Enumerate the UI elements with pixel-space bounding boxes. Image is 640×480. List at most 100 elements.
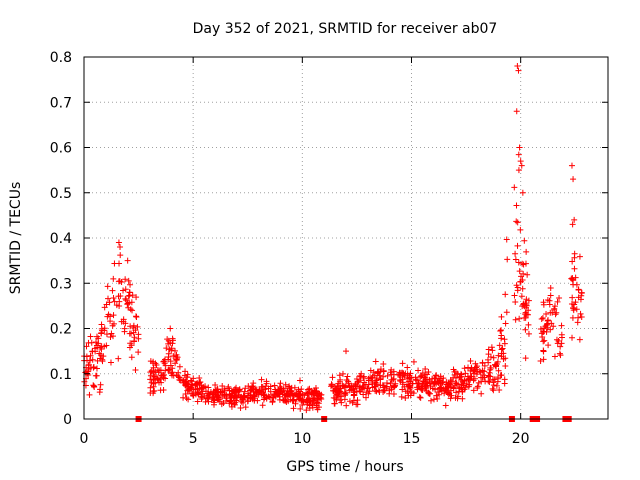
- data-point: [85, 362, 92, 369]
- data-point: [210, 399, 217, 406]
- data-point: [286, 385, 293, 392]
- data-point: [497, 327, 504, 334]
- data-point: [486, 379, 493, 386]
- data-point: [513, 282, 520, 289]
- data-point: [513, 218, 520, 225]
- data-point: [342, 382, 349, 389]
- data-point: [543, 322, 550, 329]
- data-point: [525, 321, 532, 328]
- data-point: [157, 376, 164, 383]
- data-point: [522, 355, 529, 362]
- data-point: [167, 325, 174, 332]
- data-point: [92, 345, 99, 352]
- data-point: [568, 301, 575, 308]
- data-point: [242, 385, 249, 392]
- data-point: [259, 402, 266, 409]
- data-point: [202, 398, 209, 405]
- data-point: [314, 391, 321, 398]
- data-point: [233, 388, 240, 395]
- data-point: [292, 400, 299, 407]
- chart-title: Day 352 of 2021, SRMTID for receiver ab0…: [193, 21, 498, 37]
- data-point: [552, 311, 559, 318]
- data-point: [309, 402, 316, 409]
- data-point: [128, 354, 135, 361]
- data-point: [276, 396, 283, 403]
- data-point: [267, 394, 274, 401]
- data-point: [574, 319, 581, 326]
- data-point: [346, 387, 353, 394]
- data-point: [436, 391, 443, 398]
- data-point: [412, 374, 419, 381]
- data-point: [97, 344, 104, 351]
- data-point: [134, 323, 141, 330]
- data-point: [306, 395, 313, 402]
- data-point: [285, 398, 292, 405]
- data-point: [540, 301, 547, 308]
- data-point: [238, 398, 245, 405]
- data-point: [571, 254, 578, 261]
- data-point: [132, 313, 139, 320]
- data-point: [516, 315, 523, 322]
- data-point: [416, 380, 423, 387]
- data-point: [418, 372, 425, 379]
- data-point: [165, 367, 172, 374]
- data-point: [459, 386, 466, 393]
- data-point: [352, 381, 359, 388]
- data-point: [462, 370, 469, 377]
- data-point: [343, 402, 350, 409]
- data-point: [482, 378, 489, 385]
- data-point: [306, 389, 313, 396]
- data-point: [85, 339, 92, 346]
- data-point: [553, 309, 560, 316]
- data-point: [162, 375, 169, 382]
- data-point: [367, 374, 374, 381]
- data-point: [345, 378, 352, 385]
- data-point: [504, 256, 511, 263]
- data-point: [124, 257, 131, 264]
- data-point: [511, 292, 518, 299]
- data-point: [496, 342, 503, 349]
- data-point: [515, 151, 522, 158]
- data-point: [578, 289, 585, 296]
- data-point: [377, 382, 384, 389]
- data-point: [249, 394, 256, 401]
- data-point: [260, 391, 267, 398]
- data-point: [121, 328, 128, 335]
- data-point: [248, 383, 255, 390]
- data-point: [515, 259, 522, 266]
- data-point: [242, 404, 249, 411]
- data-point: [428, 397, 434, 404]
- data-point: [84, 357, 91, 364]
- data-point: [103, 331, 110, 338]
- data-point: [521, 237, 528, 244]
- data-point: [390, 368, 397, 375]
- data-point: [488, 344, 495, 351]
- data-point: [475, 379, 482, 386]
- data-point: [453, 389, 460, 396]
- data-point: [451, 368, 458, 375]
- data-point: [101, 343, 108, 350]
- data-point: [122, 276, 129, 283]
- data-point: [148, 368, 155, 375]
- data-point: [107, 359, 114, 366]
- data-point: [206, 391, 213, 398]
- data-point: [479, 359, 486, 366]
- data-point: [83, 343, 90, 350]
- data-point: [380, 373, 387, 380]
- data-point: [276, 383, 283, 390]
- data-point: [572, 274, 579, 281]
- data-point: [513, 108, 520, 115]
- data-point: [575, 294, 582, 301]
- data-point: [349, 399, 356, 406]
- data-point: [543, 311, 550, 318]
- data-point: [514, 63, 521, 70]
- data-point: [419, 370, 426, 377]
- data-point: [399, 381, 406, 388]
- data-point: [107, 334, 114, 341]
- data-point: [133, 294, 140, 301]
- data-point: [363, 394, 370, 401]
- data-point: [226, 391, 233, 398]
- data-point: [287, 391, 294, 398]
- data-point: [373, 377, 380, 384]
- data-point: [89, 348, 96, 355]
